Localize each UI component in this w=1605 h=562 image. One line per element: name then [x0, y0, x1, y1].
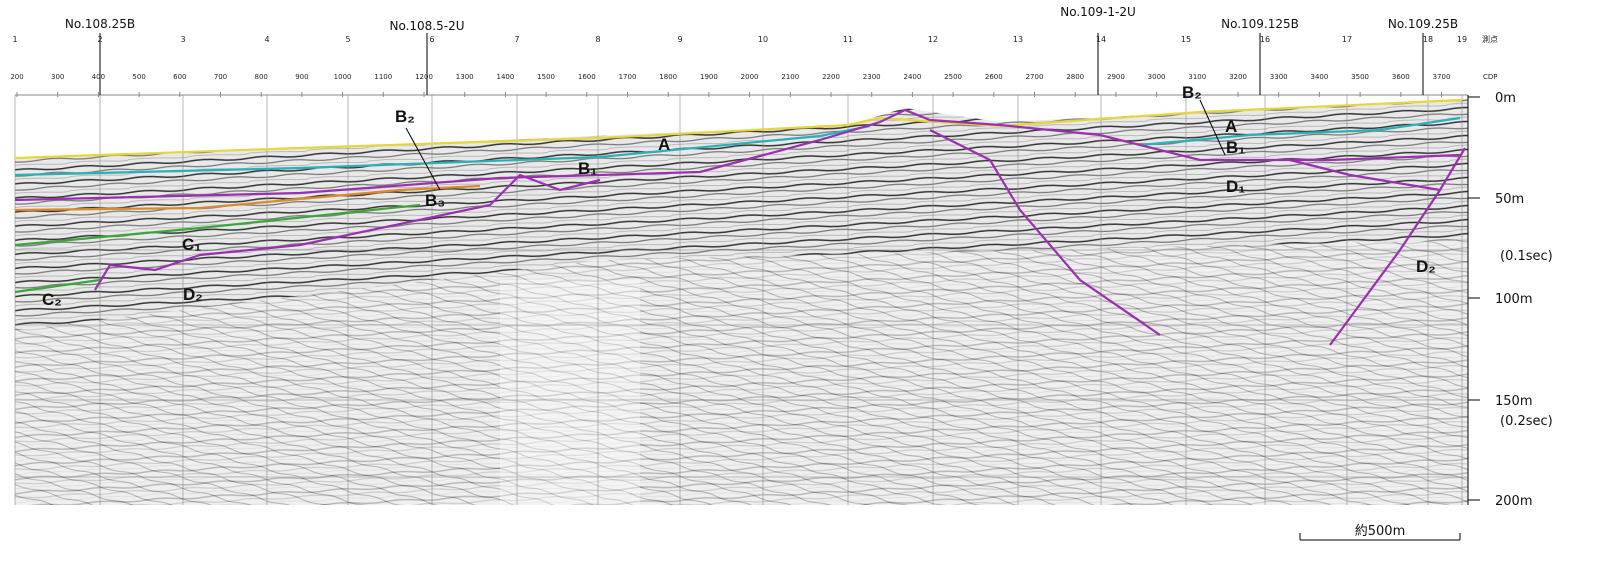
station-label: 13 [1013, 35, 1023, 44]
survey-line-label: No.109-1-2U [1060, 5, 1136, 19]
cdp-label: 1200 [415, 73, 433, 81]
cdp-label: 2400 [903, 73, 921, 81]
horizon-label: B₃ [425, 191, 445, 210]
cdp-label: 2000 [741, 73, 759, 81]
cdp-label: 3100 [1188, 73, 1206, 81]
cdp-label: 1600 [578, 73, 596, 81]
station-label: 8 [595, 35, 600, 44]
horizon-label: C₂ [42, 290, 62, 309]
seismic-section [15, 97, 1468, 505]
station-label: 10 [758, 35, 768, 44]
horizon-label: B₂ [1182, 83, 1202, 102]
depth-label: (0.2sec) [1500, 414, 1553, 429]
depth-label: (0.1sec) [1500, 249, 1553, 264]
horizon-label: C₁ [182, 235, 201, 254]
cdp-label: 600 [173, 73, 186, 81]
scale-bar-label: 約500m [1355, 524, 1405, 539]
cdp-label: 2600 [985, 73, 1003, 81]
cdp-label: 2800 [1066, 73, 1084, 81]
station-label: 17 [1342, 35, 1352, 44]
cdp-label: 2700 [1026, 73, 1044, 81]
station-label: 18 [1423, 35, 1433, 44]
station-label: 14 [1096, 35, 1106, 44]
cdp-label: 1800 [659, 73, 677, 81]
station-label: 6 [429, 35, 434, 44]
horizon-label: B₁ [1226, 138, 1245, 157]
station-label: 2 [97, 35, 102, 44]
cdp-label: 3400 [1310, 73, 1328, 81]
cdp-label: 1300 [456, 73, 474, 81]
cdp-label: 2100 [781, 73, 799, 81]
station-label: 4 [264, 35, 269, 44]
grid [14, 33, 1480, 505]
horizon-label: D₁ [1226, 177, 1245, 196]
cdp-label: 400 [92, 73, 105, 81]
station-label: 9 [677, 35, 682, 44]
cdp-label: 1000 [334, 73, 352, 81]
station-label: 16 [1260, 35, 1270, 44]
cdp-label: 300 [51, 73, 64, 81]
cdp-header: CDP [1483, 73, 1498, 81]
cdp-label: 800 [255, 73, 268, 81]
cdp-label: 900 [295, 73, 308, 81]
station-label: 3 [180, 35, 185, 44]
horizon-label: B₂ [395, 107, 415, 126]
cdp-label: 1900 [700, 73, 718, 81]
cdp-label: 2900 [1107, 73, 1125, 81]
station-label: 11 [843, 35, 853, 44]
cdp-label: 3500 [1351, 73, 1369, 81]
station-label: 19 [1457, 35, 1467, 44]
station-label: 1 [12, 35, 17, 44]
cdp-label: 200 [10, 73, 23, 81]
survey-line-label: No.109.25B [1388, 17, 1458, 31]
survey-line-label: No.108.25B [65, 17, 135, 31]
survey-line-label: No.108.5-2U [389, 19, 464, 33]
horizons [14, 98, 1466, 346]
cdp-label: 2500 [944, 73, 962, 81]
horizon-label: A [658, 135, 670, 154]
station-label: 15 [1181, 35, 1191, 44]
cdp-label: 1500 [537, 73, 555, 81]
depth-label: 0m [1495, 91, 1516, 106]
horizon-label: D₂ [183, 285, 203, 304]
cdp-label: 3200 [1229, 73, 1247, 81]
cdp-label: 500 [132, 73, 145, 81]
cdp-label: 3700 [1433, 73, 1451, 81]
survey-line-label: No.109.125B [1221, 17, 1299, 31]
station-label: 12 [928, 35, 938, 44]
cdp-label: 1700 [619, 73, 637, 81]
depth-label: 100m [1495, 292, 1532, 307]
station-label: 7 [514, 35, 519, 44]
depth-label: 150m [1495, 394, 1532, 409]
depth-label: 200m [1495, 494, 1532, 509]
station-label: 5 [345, 35, 350, 44]
cdp-label: 3300 [1270, 73, 1288, 81]
cdp-label: 3000 [1148, 73, 1166, 81]
cdp-label: 2300 [863, 73, 881, 81]
cdp-label: 1100 [374, 73, 392, 81]
cdp-label: 700 [214, 73, 227, 81]
cdp-label: 1400 [496, 73, 514, 81]
horizon-label: B₁ [578, 159, 597, 178]
depth-label: 50m [1495, 192, 1524, 207]
cdp-label: 2200 [822, 73, 840, 81]
horizon-label: D₂ [1416, 257, 1436, 276]
cdp-label: 3600 [1392, 73, 1410, 81]
station-header: 測点 [1482, 34, 1498, 44]
horizon-label: A [1225, 117, 1237, 136]
